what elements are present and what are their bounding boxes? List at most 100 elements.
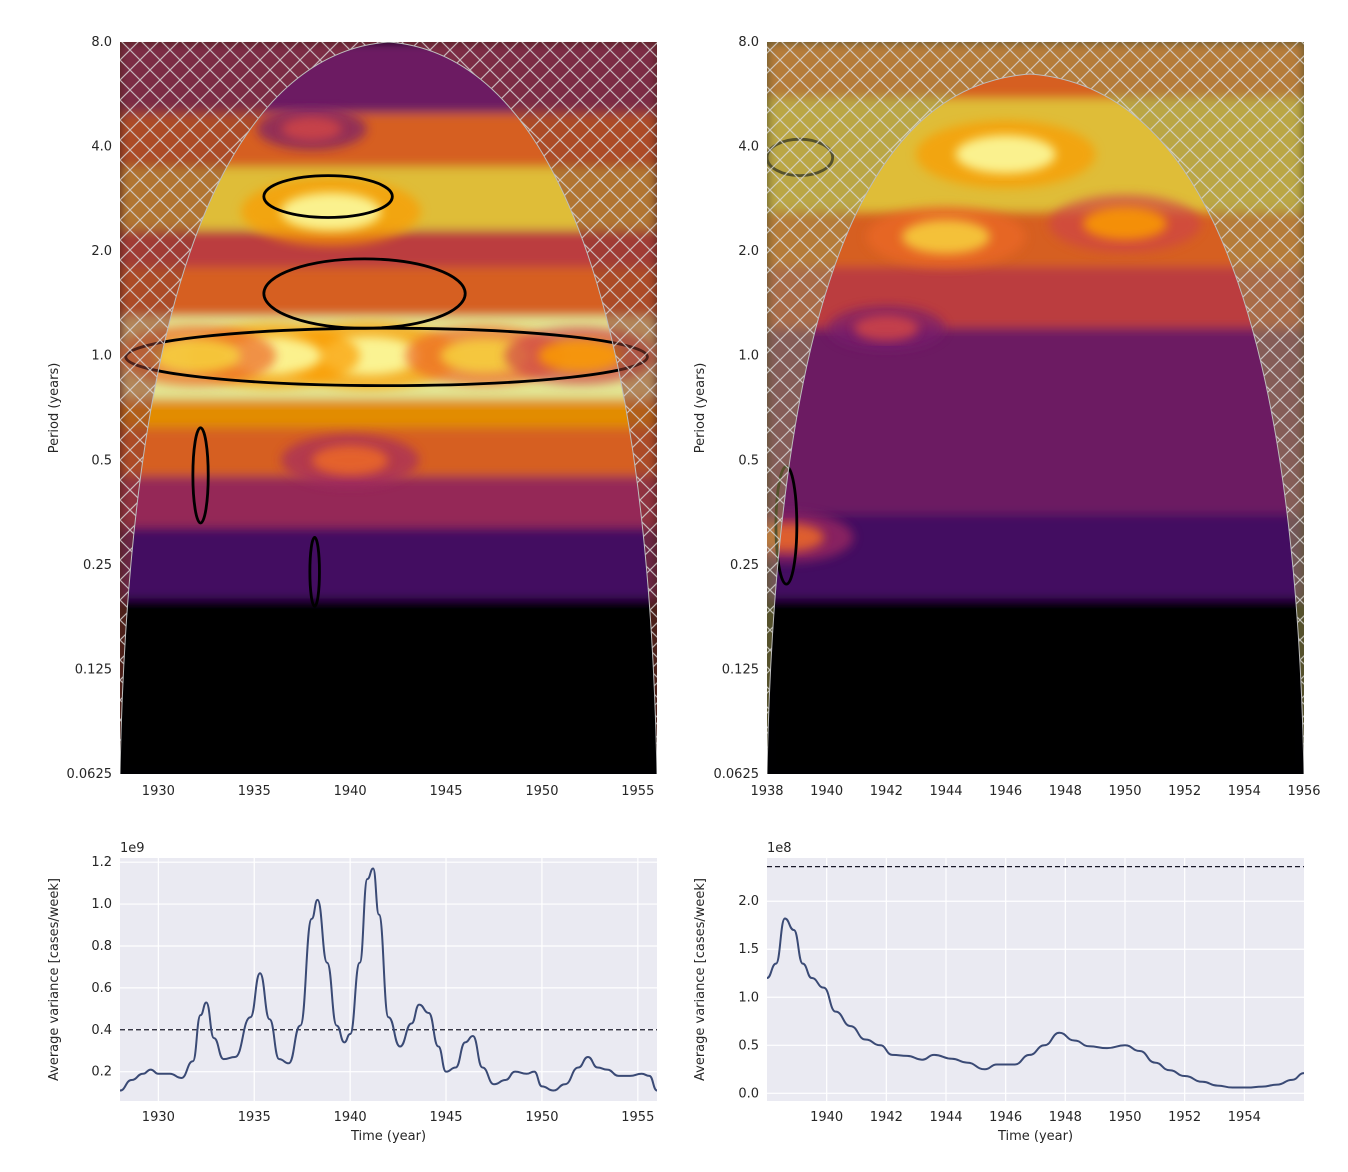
power-hotspot-core — [955, 135, 1056, 174]
y-tick-label: 1.5 — [738, 942, 759, 957]
power-hotspot-core — [280, 192, 381, 231]
x-tick-label: 1950 — [525, 1110, 558, 1125]
y-axis-label: Average variance [cases/week] — [47, 878, 62, 1081]
y-tick-label: 0.0 — [738, 1086, 759, 1101]
cone-of-influence-hatch — [767, 42, 1304, 774]
y-tick-label: 2.0 — [738, 894, 759, 909]
significance-contour — [191, 426, 210, 525]
x-tick-label: 1940 — [810, 1110, 843, 1125]
y-tick-label: 1.2 — [91, 855, 112, 870]
power-hotspot-core — [281, 116, 342, 141]
power-band — [767, 514, 1304, 599]
cone-of-influence-hatch — [120, 42, 657, 774]
power-hotspot-core — [767, 523, 824, 552]
series-line — [119, 867, 658, 1092]
x-tick-label: 1930 — [142, 784, 175, 799]
plot-background — [767, 858, 1304, 1101]
power-band — [120, 476, 657, 528]
x-tick-label: 1944 — [929, 784, 962, 799]
scalogram-plot-area — [120, 42, 657, 774]
x-tick-label: 1950 — [525, 784, 558, 799]
x-tick-label: 1954 — [1228, 784, 1261, 799]
scalogram-panel-1: 0.0625 0.125 0.25 0.5 1.0 2.0 4.0 8.0 1930 1935 19… — [47, 35, 657, 799]
x-tick-label: 1940 — [334, 1110, 367, 1125]
y-tick-label: 8.0 — [738, 35, 759, 50]
power-hotspot-core — [1083, 207, 1167, 240]
x-tick-label: 1935 — [238, 1110, 271, 1125]
x-tick-label: 1946 — [989, 1110, 1022, 1125]
y-tick-label: 0.25 — [83, 558, 112, 573]
power-hotspot-core — [854, 315, 919, 341]
power-band — [767, 598, 1304, 774]
y-tick-label: 1.0 — [91, 897, 112, 912]
x-axis-label: Time (year) — [997, 1129, 1073, 1144]
y-tick-label: 4.0 — [91, 140, 112, 155]
x-tick-label: 1956 — [1287, 784, 1320, 799]
y-tick-label: 2.0 — [738, 244, 759, 259]
power-hotspot-core — [440, 338, 529, 373]
y-tick-label: 0.0625 — [67, 767, 113, 782]
power-hotspot-core — [152, 338, 241, 373]
power-hotspot-core — [538, 339, 623, 372]
power-hotspot-core — [312, 445, 389, 476]
x-tick-label: 1946 — [989, 784, 1022, 799]
variance-panel-1: 1930 1935 1940 1945 1950 1955 0.2 0.4 0.6 0.8 1.0 1… — [47, 841, 658, 1144]
x-tick-label: 1942 — [870, 1110, 903, 1125]
x-tick-label: 1945 — [429, 784, 462, 799]
significance-contour — [262, 257, 467, 330]
significance-contour — [308, 535, 321, 608]
power-band — [120, 598, 657, 774]
x-tick-label: 1955 — [621, 784, 654, 799]
y-tick-label: 0.4 — [91, 1023, 112, 1038]
x-tick-label: 1950 — [1108, 1110, 1141, 1125]
x-tick-label: 1952 — [1168, 784, 1201, 799]
scalogram-panel-2: 0.0625 0.125 0.25 0.5 1.0 2.0 4.0 8.0 1938 1940 19… — [693, 35, 1321, 799]
y-tick-label: 0.25 — [730, 558, 759, 573]
y-tick-label: 8.0 — [91, 35, 112, 50]
power-band — [767, 432, 1304, 515]
y-tick-label: 0.5 — [738, 453, 759, 468]
y-axis-label: Period (years) — [47, 363, 62, 454]
x-tick-label: 1948 — [1049, 784, 1082, 799]
axis-offset-label: 1e9 — [120, 841, 145, 856]
x-tick-label: 1950 — [1108, 784, 1141, 799]
power-band — [120, 527, 657, 599]
plot-background — [120, 858, 657, 1101]
variance-panel-2: 1940 1942 1944 1946 1948 1950 1952 1954 0.0 0.5 1.… — [693, 841, 1305, 1144]
power-hotspot-core — [902, 219, 990, 254]
y-tick-label: 0.125 — [722, 662, 759, 677]
x-tick-label: 1940 — [334, 784, 367, 799]
y-tick-label: 0.2 — [91, 1065, 112, 1080]
x-tick-label: 1945 — [429, 1110, 462, 1125]
y-tick-label: 1.0 — [91, 349, 112, 364]
y-tick-label: 2.0 — [91, 244, 112, 259]
y-tick-label: 0.0625 — [714, 767, 760, 782]
axis-offset-label: 1e8 — [767, 841, 792, 856]
y-tick-label: 0.5 — [738, 1038, 759, 1053]
x-axis-label: Time (year) — [350, 1129, 426, 1144]
y-tick-label: 0.125 — [75, 662, 112, 677]
x-tick-label: 1952 — [1168, 1110, 1201, 1125]
x-tick-label: 1955 — [621, 1110, 654, 1125]
x-tick-label: 1940 — [810, 784, 843, 799]
x-tick-label: 1948 — [1049, 1110, 1082, 1125]
x-tick-label: 1935 — [238, 784, 271, 799]
y-tick-label: 0.5 — [91, 453, 112, 468]
power-band — [120, 399, 657, 428]
power-band — [120, 267, 657, 317]
x-tick-label: 1954 — [1228, 1110, 1261, 1125]
cone-of-influence-edge — [767, 73, 1304, 774]
x-tick-label: 1938 — [750, 784, 783, 799]
cone-of-influence-edge — [120, 42, 657, 774]
y-tick-label: 0.6 — [91, 981, 112, 996]
x-tick-label: 1930 — [142, 1110, 175, 1125]
significance-contour — [262, 174, 394, 219]
y-axis-label: Average variance [cases/week] — [693, 878, 708, 1081]
y-axis-label: Period (years) — [693, 363, 708, 454]
y-tick-label: 1.0 — [738, 349, 759, 364]
y-tick-label: 1.0 — [738, 990, 759, 1005]
y-tick-label: 0.8 — [91, 939, 112, 954]
x-tick-label: 1944 — [929, 1110, 962, 1125]
y-tick-label: 4.0 — [738, 140, 759, 155]
